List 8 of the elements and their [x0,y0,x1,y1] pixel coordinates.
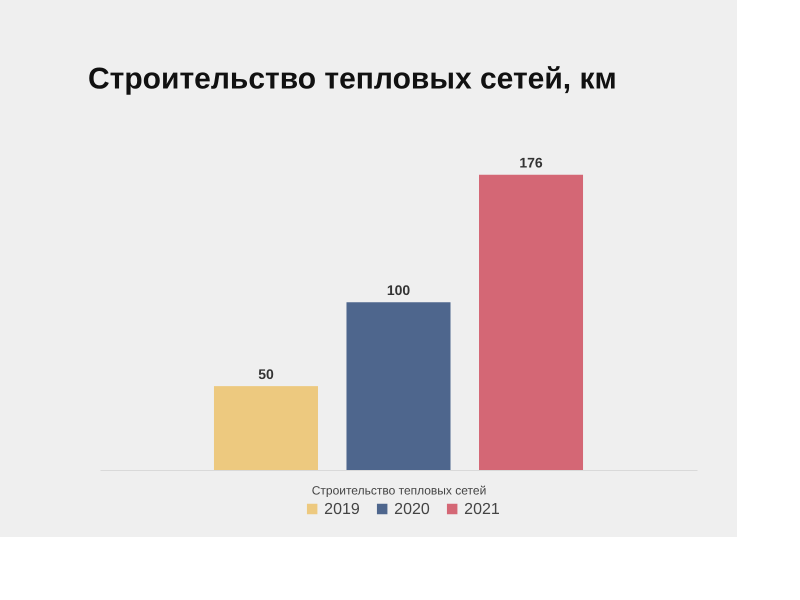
data-label: 176 [519,154,543,171]
legend-label: 2020 [394,501,430,518]
data-label: 50 [258,366,274,382]
data-label: 100 [386,282,410,298]
chart-title: Строительство тепловых сетей, км [88,62,617,96]
legend-label: 2019 [324,501,360,518]
x-axis-title: Строительство тепловых сетей [312,484,486,498]
legend-label: 2021 [464,501,500,518]
